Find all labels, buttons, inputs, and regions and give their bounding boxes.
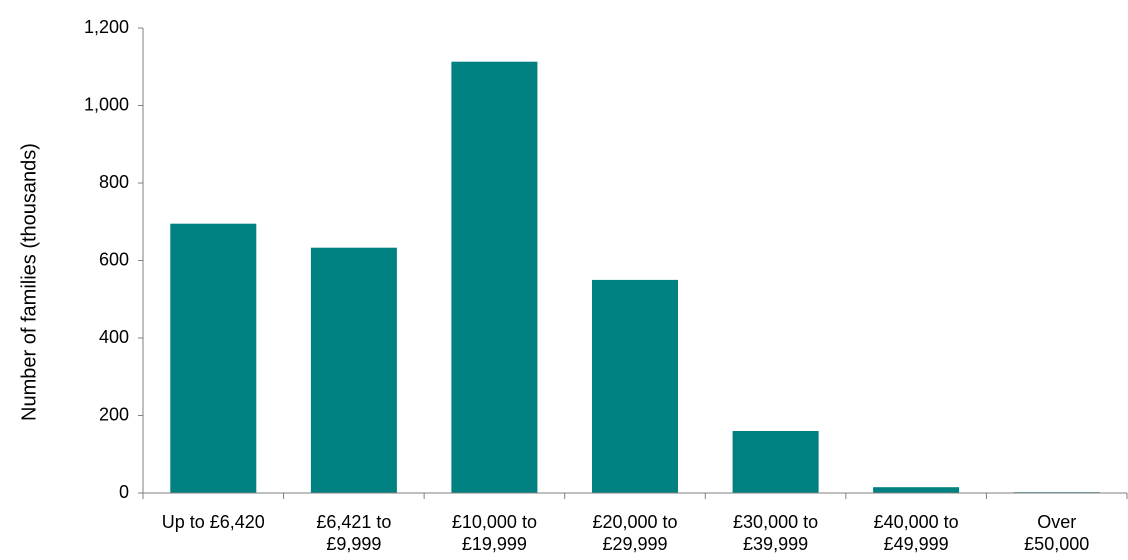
bars-group [170, 61, 1100, 493]
x-categories-group: Up to £6,420 £6,421 to £9,999 £10,000 to £19… [162, 512, 1090, 554]
bar-0 [170, 223, 257, 493]
bar-5 [873, 487, 960, 493]
y-tick-label: 1,000 [84, 94, 129, 114]
x-category-label: £20,000 to £29,999 [592, 512, 677, 554]
y-ticks-group: 0 200 400 600 800 1,000 1,200 [84, 17, 143, 502]
bar-2 [451, 61, 538, 493]
y-tick-label: 400 [99, 327, 129, 347]
bar-1 [310, 247, 397, 493]
x-category-label: Up to £6,420 [162, 512, 265, 532]
y-tick-label: 1,200 [84, 17, 129, 37]
x-category-label: £30,000 to £39,999 [733, 512, 818, 554]
y-tick-label: 800 [99, 172, 129, 192]
x-category-label: £40,000 to £49,999 [874, 512, 959, 554]
x-category-label: £10,000 to £19,999 [452, 512, 537, 554]
bar-4 [732, 431, 819, 493]
y-tick-label: 200 [99, 404, 129, 424]
y-tick-label: 0 [119, 482, 129, 502]
x-category-label: Over £50,000 [1024, 512, 1089, 554]
x-category-label: £6,421 to £9,999 [316, 512, 391, 554]
bar-3 [592, 279, 678, 493]
y-tick-label: 600 [99, 249, 129, 269]
y-axis-title: Number of families (thousands) [18, 143, 40, 421]
